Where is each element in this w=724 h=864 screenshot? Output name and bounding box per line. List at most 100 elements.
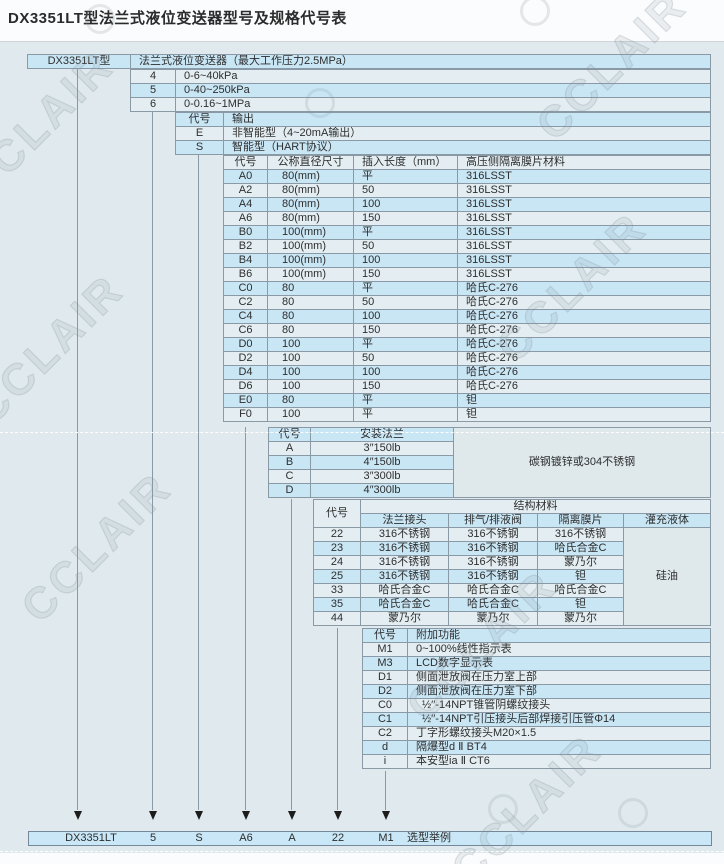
table-cell: 6 <box>130 97 176 112</box>
table-cell: 5 <box>130 83 176 98</box>
table-cell: 100 <box>267 351 354 366</box>
table-cell: 哈氏C-276 <box>457 351 711 366</box>
table-row: D4 100 100 哈氏C-276 <box>223 365 711 380</box>
table-cell: DX3351LT型 <box>27 54 131 69</box>
table-row: A6 80(mm) 150 316LSST <box>223 211 711 226</box>
down-arrow-icon <box>148 811 157 820</box>
table-row: E 非智能型（4~20mA输出） <box>175 126 711 141</box>
table-cell: 平 <box>353 393 458 408</box>
table-cell: 150 <box>353 379 458 394</box>
table-cell: 100 <box>267 337 354 352</box>
table-cell: E0 <box>223 393 268 408</box>
table-cell: 哈氏合金C <box>360 597 449 612</box>
example-structure: 22 <box>331 832 345 844</box>
down-arrow-icon <box>333 811 342 820</box>
table-cell: 附加功能 <box>407 628 711 643</box>
table-cell: B6 <box>223 267 268 282</box>
table-cell: B4 <box>223 253 268 268</box>
table-cell: ½′′-14NPT锥管阴螺纹接头 <box>407 698 711 713</box>
table-row: A0 80(mm) 平 316LSST <box>223 169 711 184</box>
example-range: 5 <box>149 832 157 844</box>
table-cell: 100 <box>353 365 458 380</box>
table-cell: C2 <box>223 295 268 310</box>
page-title: DX3351LT型法兰式液位变送器型号及规格代号表 <box>8 10 347 27</box>
table-cell: 代号 <box>268 427 311 442</box>
table-cell: M1 <box>362 642 408 657</box>
table-cell: 316LSST <box>457 225 711 240</box>
table-row: D 4″300lb <box>268 483 711 498</box>
table-cell: i <box>362 754 408 769</box>
table-row: M3 LCD数字显示表 <box>362 656 711 671</box>
table-cell: D4 <box>223 365 268 380</box>
table-cell: 侧面泄放阀在压力室上部 <box>407 670 711 685</box>
table-cell: 100(mm) <box>267 253 354 268</box>
table-cell: 钽 <box>537 569 624 584</box>
table-cell: 灌充液体 <box>623 513 711 528</box>
table-cell: 0-40~250kPa <box>175 83 711 98</box>
table-cell: D2 <box>362 684 408 699</box>
table-row: M1 0~100%线性指示表 <box>362 642 711 657</box>
connector-line <box>245 427 246 810</box>
table-cell: 哈氏合金C <box>448 597 538 612</box>
table-cell: 316不锈钢 <box>448 555 538 570</box>
table-cell: 23 <box>313 541 361 556</box>
table-cell: D2 <box>223 351 268 366</box>
table-cell: 150 <box>353 267 458 282</box>
down-arrow-icon <box>381 811 390 820</box>
table-cell: 平 <box>353 281 458 296</box>
table-cell: 80(mm) <box>267 183 354 198</box>
table-cell: 50 <box>353 295 458 310</box>
table-row: 法兰接头 排气/排液阀 隔离膜片 灌充液体 <box>314 513 711 528</box>
table-cell: 哈氏C-276 <box>457 337 711 352</box>
table-cell: 平 <box>353 337 458 352</box>
example-output: S <box>195 832 203 844</box>
table-row: C 3″300lb <box>268 469 711 484</box>
table-cell: 高压侧隔离膜片材料 <box>457 155 711 170</box>
table-cell: B2 <box>223 239 268 254</box>
table-cell: 4″300lb <box>310 483 454 498</box>
table-cell: A4 <box>223 197 268 212</box>
table-cell: 代号 <box>175 112 224 127</box>
table-row: 代号 结构材料 <box>313 499 711 528</box>
example-flange: A <box>288 832 296 844</box>
table-cell: 100(mm) <box>267 267 354 282</box>
table-cell: 100 <box>267 407 354 422</box>
example-label: 选型举例 <box>407 832 451 844</box>
connector-line <box>198 155 199 810</box>
table-cell: 蒙乃尔 <box>448 611 538 626</box>
table-row: 44 蒙乃尔 蒙乃尔 蒙乃尔 <box>313 611 711 626</box>
table-row: 22 316不锈钢 316不锈钢 316不锈钢 硅油 <box>313 527 711 626</box>
table-cell: 25 <box>313 569 361 584</box>
table-cell: 蒙乃尔 <box>360 611 449 626</box>
table-row: S 智能型（HART协议） <box>175 140 711 155</box>
table-cell: 代号 <box>362 628 408 643</box>
table-cell: 80(mm) <box>267 169 354 184</box>
dashed-separator <box>0 851 724 852</box>
table-cell: 代号 <box>313 499 361 528</box>
down-arrow-icon <box>194 811 203 820</box>
sensor-table: 代号 公称直径尺寸 插入长度（mm） 高压侧隔离膜片材料 A0 80(mm) 平 316LSS… <box>223 155 711 422</box>
table-cell: E <box>175 126 224 141</box>
table-cell: 0-6~40kPa <box>175 69 711 84</box>
table-row: B 4″150lb <box>268 455 711 470</box>
dashed-separator <box>0 432 724 433</box>
table-cell: 法兰式液位变送器（最大工作压力2.5MPa） <box>130 54 711 69</box>
table-row: 35 哈氏合金C 哈氏合金C 钽 <box>313 597 711 612</box>
connector-line <box>291 499 292 810</box>
table-row: 24 316不锈钢 316不锈钢 蒙乃尔 <box>313 555 711 570</box>
table-cell: D <box>268 483 311 498</box>
table-cell: 50 <box>353 183 458 198</box>
table-cell: C4 <box>223 309 268 324</box>
table-row: B6 100(mm) 150 316LSST <box>223 267 711 282</box>
table-cell: 316LSST <box>457 239 711 254</box>
range-table: 4 0-6~40kPa 5 0-40~250kPa 6 0-0.16~1MPa <box>130 69 711 112</box>
table-row: D1 侧面泄放阀在压力室上部 <box>362 670 711 685</box>
table-cell: C0 <box>362 698 408 713</box>
table-cell: C2 <box>362 726 408 741</box>
table-cell: A0 <box>223 169 268 184</box>
table-cell: C6 <box>223 323 268 338</box>
table-cell: 316不锈钢 <box>360 527 449 542</box>
table-cell: 316LSST <box>457 197 711 212</box>
